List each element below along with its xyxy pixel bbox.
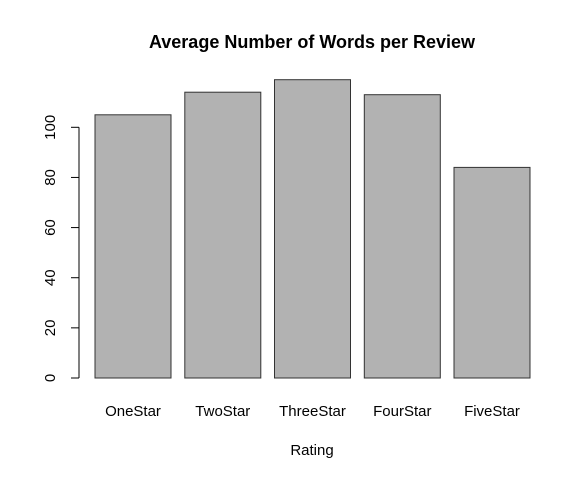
- x-tick-label-TwoStar: TwoStar: [195, 403, 250, 420]
- x-tick-label-FourStar: FourStar: [373, 403, 431, 420]
- chart-title: Average Number of Words per Review: [149, 32, 476, 52]
- y-axis: 0 20 40 60 80 100: [42, 115, 80, 382]
- x-tick-label-FiveStar: FiveStar: [464, 403, 520, 420]
- y-tick-label-100: 100: [42, 115, 59, 140]
- y-tick-label-80: 80: [42, 169, 59, 186]
- bar-OneStar: [94, 114, 172, 379]
- bar-FiveStar: [453, 166, 531, 379]
- bars-group: [94, 79, 531, 379]
- y-tick-label-40: 40: [42, 269, 59, 286]
- x-axis-labels: OneStar TwoStar ThreeStar FourStar FiveStar: [105, 403, 520, 420]
- bar-FourStar: [363, 94, 441, 379]
- x-tick-label-ThreeStar: ThreeStar: [279, 403, 346, 420]
- bar-TwoStar: [184, 91, 262, 379]
- x-tick-label-OneStar: OneStar: [105, 403, 161, 420]
- bar-ThreeStar: [274, 79, 351, 379]
- x-axis-title: Rating: [290, 442, 333, 459]
- y-tick-label-0: 0: [42, 374, 59, 382]
- y-tick-label-20: 20: [42, 320, 59, 337]
- y-tick-label-60: 60: [42, 219, 59, 236]
